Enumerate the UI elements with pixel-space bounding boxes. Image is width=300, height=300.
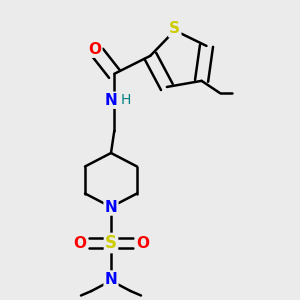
Text: N: N	[105, 200, 117, 214]
Text: O: O	[136, 236, 149, 250]
Text: O: O	[88, 42, 101, 57]
Text: O: O	[73, 236, 86, 250]
Text: S: S	[105, 234, 117, 252]
Text: H: H	[121, 93, 131, 107]
Text: N: N	[104, 93, 117, 108]
Text: N: N	[105, 272, 117, 286]
Text: S: S	[169, 22, 180, 37]
